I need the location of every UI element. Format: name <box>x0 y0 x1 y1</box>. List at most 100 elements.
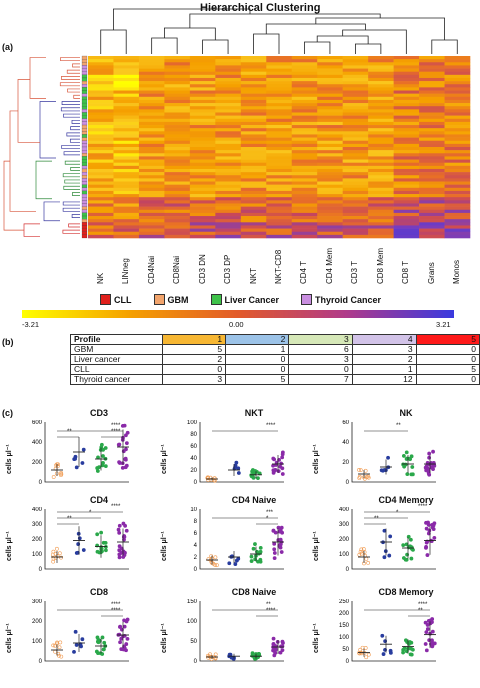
heatmap-cell <box>291 143 318 148</box>
data-point <box>209 554 214 558</box>
heatmap-cell <box>189 206 216 211</box>
heatmap-cell <box>138 112 165 116</box>
y-tick-label: 20 <box>342 460 349 466</box>
heatmap-cell <box>240 197 267 201</box>
heatmap-cell <box>419 137 445 142</box>
data-point <box>362 550 367 555</box>
heatmap-cell <box>419 175 445 179</box>
heatmap-cell <box>419 68 445 72</box>
heatmap-cell <box>189 65 216 69</box>
heatmap-cell <box>368 190 394 195</box>
heatmap-cell <box>419 109 445 113</box>
heatmap-cell <box>368 115 394 120</box>
heatmap-cell <box>342 106 369 110</box>
heatmap-cell <box>240 109 267 113</box>
heatmap-cell <box>393 74 420 79</box>
heatmap-cell <box>240 59 267 63</box>
heatmap-cell <box>189 131 216 135</box>
heatmap-cell <box>215 165 242 170</box>
heatmap-cell <box>317 77 343 82</box>
data-point <box>99 442 104 447</box>
table-cell: 0 <box>415 354 480 365</box>
heatmap-cell <box>393 81 420 85</box>
heatmap-cell <box>368 68 394 72</box>
heatmap-cell <box>240 112 267 116</box>
heatmap-cell <box>240 194 267 198</box>
heatmap-cell <box>342 99 369 104</box>
heatmap-cell <box>240 206 267 211</box>
sample-type-cell <box>81 106 88 110</box>
data-point <box>72 650 76 654</box>
heatmap-cell <box>266 147 293 151</box>
heatmap-cell <box>266 216 293 220</box>
sample-type-cell <box>81 150 88 154</box>
table-cell: GBM <box>70 344 163 355</box>
heatmap-cell <box>240 225 267 229</box>
data-point <box>272 556 277 561</box>
data-point <box>116 527 121 532</box>
heatmap-cell <box>88 125 114 129</box>
data-point <box>424 630 429 635</box>
sample-type-cell <box>81 140 88 144</box>
heatmap-cell <box>113 140 140 145</box>
heatmap-cell <box>113 77 140 82</box>
table-cell: 0 <box>288 364 353 375</box>
dendrogram-link <box>71 119 80 124</box>
heatmap-cell <box>88 62 114 66</box>
heatmap-cell <box>291 115 318 120</box>
dendrogram-link <box>61 145 80 149</box>
y-tick-label: 0 <box>346 567 350 573</box>
heatmap-cell <box>368 96 394 101</box>
heatmap-cell <box>138 103 165 107</box>
heatmap-cell <box>215 206 242 211</box>
dendrogram-link <box>72 192 80 196</box>
heatmap-cell <box>342 184 369 189</box>
data-point <box>256 476 260 480</box>
dendrogram-link <box>62 229 80 234</box>
heatmap-cell <box>88 134 114 138</box>
heatmap-cell <box>317 187 343 192</box>
heatmap-cell <box>342 162 369 167</box>
heatmap-cell <box>419 194 445 198</box>
dendrogram-link <box>35 160 52 200</box>
heatmap-cell <box>240 81 267 85</box>
heatmap-cell <box>189 172 216 176</box>
table-cell: 5 <box>415 364 480 375</box>
heatmap-cell <box>189 93 216 98</box>
dendrogram-link <box>66 69 80 74</box>
data-point <box>430 638 434 643</box>
data-point <box>103 541 108 545</box>
scatter-title: CD4 <box>89 495 108 505</box>
heatmap-cell <box>317 228 343 233</box>
heatmap-cell <box>88 203 114 207</box>
heatmap-cell <box>419 178 445 182</box>
heatmap-cell <box>393 68 420 72</box>
heatmap-cell <box>444 65 471 69</box>
heatmap-cell <box>368 178 394 182</box>
y-tick-label: 0 <box>194 480 198 486</box>
data-point <box>227 561 232 566</box>
sample-type-cell <box>81 172 88 176</box>
heatmap-cell <box>88 156 114 160</box>
data-point <box>233 562 238 566</box>
heatmap-cell <box>368 74 394 79</box>
heatmap-cell <box>240 87 267 91</box>
heatmap-cell <box>317 103 343 107</box>
significance-bracket <box>57 430 123 432</box>
heatmap-cell <box>342 159 369 163</box>
heatmap-cell <box>368 106 394 110</box>
heatmap-cell <box>291 231 318 236</box>
heatmap-cell <box>215 172 242 176</box>
heatmap-cell <box>164 96 191 101</box>
data-point <box>401 647 406 652</box>
sample-type-cell <box>81 55 88 60</box>
y-tick-label: 200 <box>339 611 350 617</box>
heatmap-cell <box>419 153 445 157</box>
heatmap-cell <box>138 181 165 185</box>
table-header-cell: 2 <box>225 334 290 345</box>
heatmap-cell <box>113 134 140 138</box>
scatter-title: CD8 Naive <box>231 587 277 597</box>
heatmap-cell <box>189 103 216 107</box>
heatmap-cell <box>240 65 267 69</box>
heatmap-cell <box>444 156 471 160</box>
